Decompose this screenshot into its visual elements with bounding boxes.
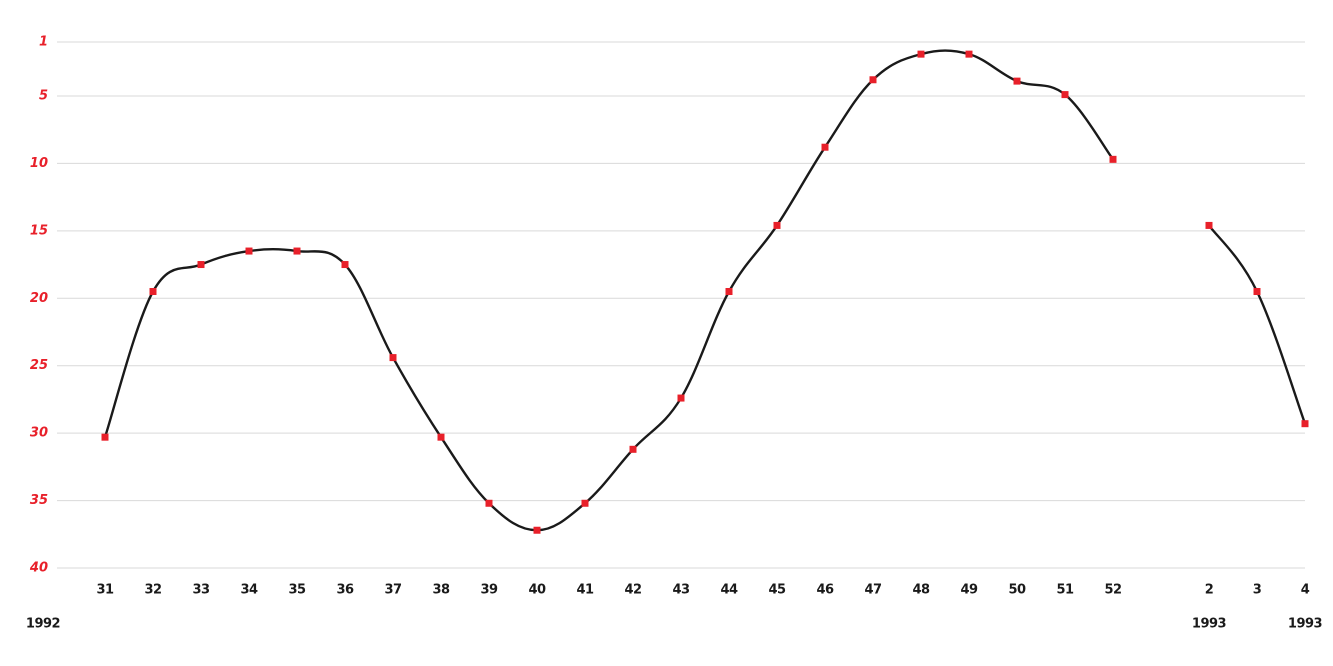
marker (629, 445, 637, 453)
marker (341, 261, 349, 269)
marker (1301, 420, 1309, 428)
x-tick-label: 38 (432, 583, 450, 598)
x-tick-label: 32 (144, 583, 161, 598)
x-tick-label: 31 (96, 583, 114, 598)
x-tick-label: 44 (720, 583, 738, 598)
marker (1061, 91, 1069, 99)
marker (821, 143, 829, 151)
x-tick-label: 35 (288, 583, 306, 598)
x-tick-label: 3 (1253, 583, 1262, 598)
marker (245, 247, 253, 255)
marker (581, 499, 589, 507)
y-tick-label: 25 (30, 358, 48, 373)
year-label: 1993 (1288, 617, 1323, 632)
x-tick-label: 45 (768, 583, 786, 598)
x-tick-label: 39 (480, 583, 498, 598)
x-tick-label: 37 (384, 583, 402, 598)
marker (533, 526, 541, 534)
y-tick-label: 35 (30, 493, 48, 508)
x-tick-label: 51 (1056, 583, 1074, 598)
year-label: 1992 (26, 617, 60, 632)
x-tick-label: 49 (960, 583, 978, 598)
x-tick-label: 50 (1008, 583, 1026, 598)
marker (725, 288, 733, 296)
y-tick-label: 15 (30, 223, 48, 238)
marker (149, 288, 157, 296)
y-tick-label: 30 (30, 426, 48, 441)
marker (773, 221, 781, 229)
marker (437, 433, 445, 441)
marker (293, 247, 301, 255)
y-tick-label: 10 (30, 156, 48, 171)
marker (1013, 77, 1021, 85)
x-tick-label: 4 (1301, 583, 1310, 598)
x-tick-label: 2 (1205, 583, 1214, 598)
x-tick-label: 52 (1104, 583, 1121, 598)
x-tick-label: 40 (528, 583, 546, 598)
marker (1205, 221, 1213, 229)
x-tick-label: 42 (624, 583, 641, 598)
x-tick-label: 48 (912, 583, 930, 598)
marker (917, 50, 925, 58)
y-tick-label: 5 (39, 88, 48, 103)
marker (965, 50, 973, 58)
y-tick-label: 1 (39, 35, 48, 50)
x-tick-label: 34 (240, 583, 258, 598)
x-tick-label: 47 (864, 583, 882, 598)
marker (869, 76, 877, 84)
marker (101, 433, 109, 441)
marker (197, 261, 205, 269)
year-label: 1993 (1192, 617, 1227, 632)
marker (389, 354, 397, 362)
y-tick-label: 20 (30, 291, 48, 306)
x-tick-label: 36 (336, 583, 354, 598)
x-tick-label: 43 (672, 583, 690, 598)
y-tick-label: 40 (29, 561, 48, 576)
marker (1253, 288, 1261, 296)
x-tick-label: 46 (816, 583, 834, 598)
x-tick-label: 33 (192, 583, 210, 598)
x-tick-label: 41 (576, 583, 594, 598)
line (103, 49, 1307, 532)
marker (1109, 155, 1117, 163)
marker (485, 499, 493, 507)
marker (677, 394, 685, 402)
